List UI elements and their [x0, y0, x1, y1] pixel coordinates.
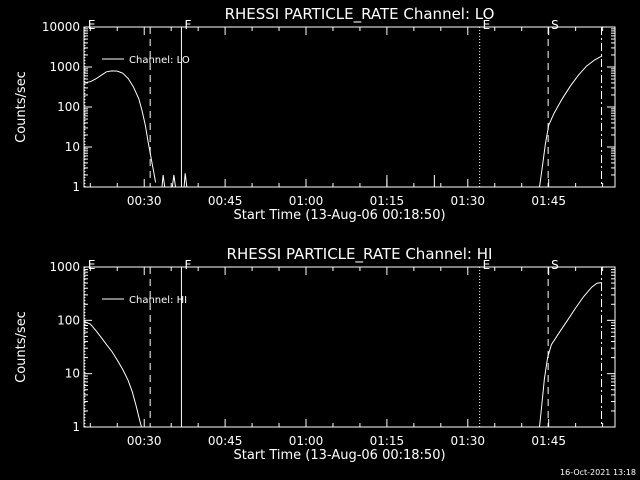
x-tick-label: 01:45	[531, 194, 566, 208]
event-marker-label: E	[483, 18, 491, 32]
y-tick-label: 1000	[49, 260, 80, 274]
y-tick-label: 10	[65, 140, 80, 154]
legend-label: Channel: LO	[129, 55, 190, 66]
series-line-segment	[183, 173, 188, 188]
legend-label: Channel: HI	[129, 295, 187, 306]
event-marker-label: E	[88, 258, 96, 272]
event-marker-label: F	[184, 258, 191, 272]
x-tick-label: 01:00	[289, 434, 324, 448]
series-line-segment	[161, 174, 166, 188]
series-line-segment	[171, 174, 176, 188]
y-tick-label: 100	[57, 313, 80, 327]
x-tick-label: 01:30	[450, 434, 485, 448]
chart-title: RHESSI PARTICLE_RATE Channel: HI	[227, 245, 493, 264]
x-tick-label: 01:45	[531, 434, 566, 448]
x-tick-label: 00:45	[208, 194, 243, 208]
y-tick-label: 10	[65, 367, 80, 381]
event-marker-label: F	[184, 18, 191, 32]
x-tick-label: 00:30	[127, 194, 162, 208]
x-tick-label: 00:30	[127, 434, 162, 448]
event-marker-label: S	[551, 258, 559, 272]
y-tick-label: 1	[72, 180, 80, 194]
event-marker-label: S	[551, 18, 559, 32]
y-axis-label: Counts/sec	[14, 311, 29, 383]
x-axis-label: Start Time (13-Aug-06 00:18:50)	[233, 448, 445, 463]
x-tick-label: 01:00	[289, 194, 324, 208]
plot-frame	[83, 26, 616, 188]
y-tick-label: 1000	[49, 60, 80, 74]
plot-frame	[83, 266, 616, 428]
x-tick-label: 01:15	[370, 194, 405, 208]
chart-panel-1: RHESSI PARTICLE_RATE Channel: LO 00:30 00:…	[14, 5, 616, 223]
series-line-segment	[539, 282, 603, 428]
y-tick-label: 1	[72, 420, 80, 434]
y-axis-label: Counts/sec	[14, 71, 29, 143]
x-tick-label: 00:45	[208, 434, 243, 448]
event-marker-label: E	[483, 258, 491, 272]
event-marker-label: E	[88, 18, 96, 32]
x-tick-label: 01:15	[370, 434, 405, 448]
x-axis-label: Start Time (13-Aug-06 00:18:50)	[233, 208, 445, 223]
series-line-segment	[83, 70, 157, 183]
y-tick-label: 10000	[42, 20, 80, 34]
series-line-segment	[539, 55, 603, 188]
chart-panel-2: RHESSI PARTICLE_RATE Channel: HI 00:30 00:…	[14, 245, 616, 463]
series-line-segment	[83, 321, 142, 428]
timestamp: 16-Oct-2021 13:18	[560, 468, 636, 477]
x-tick-label: 01:30	[450, 194, 485, 208]
chart-title: RHESSI PARTICLE_RATE Channel: LO	[225, 5, 495, 24]
y-tick-label: 100	[57, 100, 80, 114]
